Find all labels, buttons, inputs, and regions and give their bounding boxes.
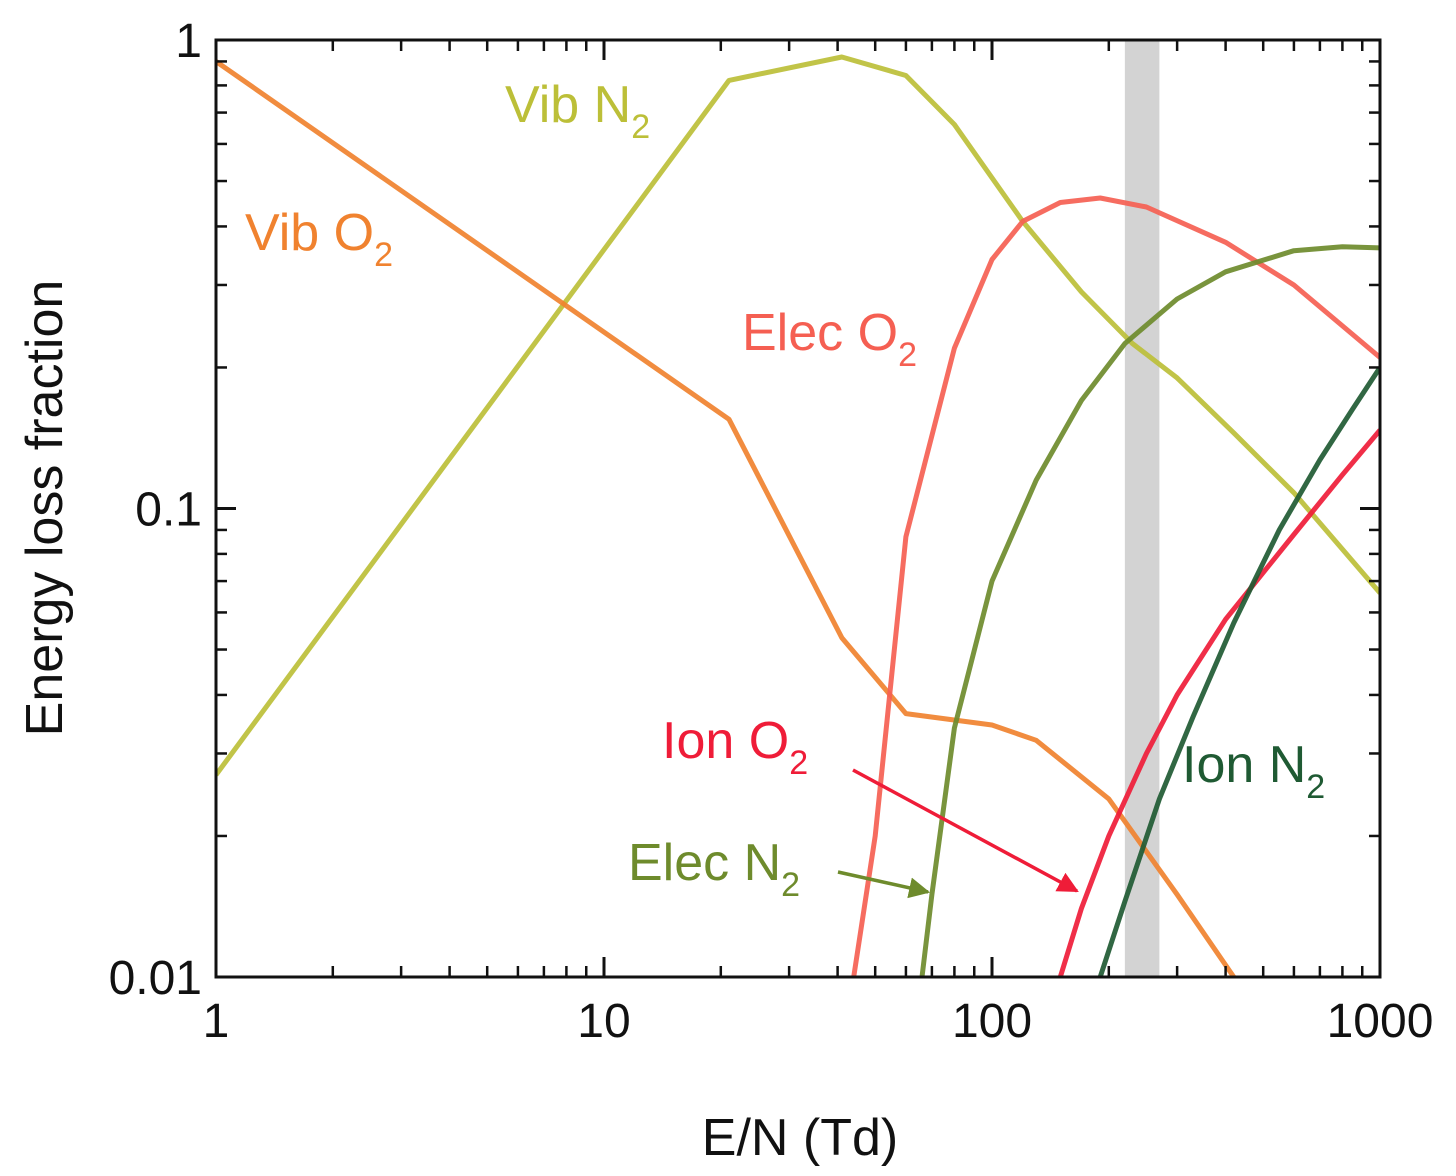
plot-frame-layer <box>214 38 1382 979</box>
ion-o2-label-main: Ion O <box>662 712 789 770</box>
vib-o2-line <box>216 59 1236 977</box>
vib-n2-label-main: Vib N <box>505 76 631 134</box>
tick-labels-layer: 1 10 100 1000 0.01 0.1 1 <box>109 15 1434 1048</box>
vib-n2-label: Vib N2 <box>505 76 650 146</box>
ion-o2-label: Ion O2 <box>662 712 808 782</box>
ion-n2-label-main: Ion N <box>1182 736 1306 794</box>
vib-o2-label: Vib O2 <box>245 204 393 274</box>
vib-o2-label-sub: 2 <box>374 236 393 274</box>
ion-o2-label-sub: 2 <box>789 744 808 782</box>
y-tick-label: 0.1 <box>135 484 202 537</box>
elec-o2-label: Elec O2 <box>742 304 917 374</box>
vib-n2-line <box>216 54 1380 777</box>
ion-o2-line <box>1057 428 1380 977</box>
vib-o2-label-main: Vib O <box>245 204 374 262</box>
x-tick-label: 1 <box>203 995 230 1048</box>
x-tick-label: 1000 <box>1327 995 1434 1048</box>
y-axis-title: Energy loss fraction <box>16 280 74 737</box>
ion-n2-line <box>1097 366 1380 977</box>
ion-o2-arrow <box>852 768 1079 893</box>
elec-n2-label: Elec N2 <box>628 834 800 904</box>
x-axis-title: E/N (Td) <box>702 1109 898 1167</box>
elec-n2-line <box>919 244 1380 977</box>
ion-n2-label-sub: 2 <box>1306 768 1325 806</box>
y-tick-label: 1 <box>175 15 202 68</box>
elec-n2-arrow <box>837 870 931 899</box>
elec-o2-line <box>851 195 1380 977</box>
elec-o2-label-main: Elec O <box>742 304 898 362</box>
x-tick-label: 100 <box>952 995 1032 1048</box>
elec-o2-label-sub: 2 <box>898 336 917 374</box>
series-lines-layer <box>216 54 1380 977</box>
shaded-band <box>1124 40 1160 977</box>
y-tick-label: 0.01 <box>109 952 202 1005</box>
elec-n2-label-main: Elec N <box>628 834 781 892</box>
shaded-band-layer <box>1124 40 1160 977</box>
elec-n2-label-sub: 2 <box>781 866 800 904</box>
x-tick-label: 10 <box>577 995 630 1048</box>
vib-n2-label-sub: 2 <box>631 108 650 146</box>
ion-n2-label: Ion N2 <box>1182 736 1325 806</box>
